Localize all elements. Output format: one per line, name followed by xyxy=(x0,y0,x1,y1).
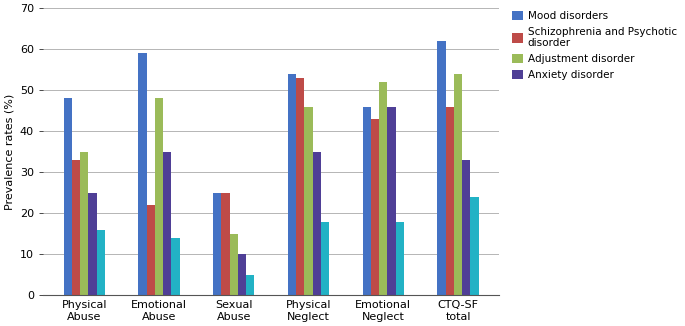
Bar xyxy=(454,74,462,295)
Bar xyxy=(246,275,254,295)
Bar xyxy=(138,53,147,295)
Bar xyxy=(288,74,296,295)
Y-axis label: Prevalence rates (%): Prevalence rates (%) xyxy=(4,94,14,210)
Bar xyxy=(296,78,304,295)
Bar xyxy=(387,107,395,295)
Bar xyxy=(97,230,105,295)
Bar xyxy=(163,152,171,295)
Bar xyxy=(72,160,80,295)
Bar xyxy=(362,107,371,295)
Bar xyxy=(238,254,246,295)
Bar xyxy=(80,152,88,295)
Bar xyxy=(379,82,387,295)
Bar xyxy=(88,193,97,295)
Bar xyxy=(213,193,221,295)
Bar xyxy=(395,222,403,295)
Bar xyxy=(147,205,155,295)
Bar xyxy=(221,193,229,295)
Bar xyxy=(229,234,238,295)
Legend: Mood disorders, Schizophrenia and Psychotic
disorder, Adjustment disorder, Anxie: Mood disorders, Schizophrenia and Psycho… xyxy=(509,7,680,83)
Bar xyxy=(304,107,312,295)
Bar xyxy=(462,160,471,295)
Bar xyxy=(471,197,479,295)
Bar xyxy=(371,119,379,295)
Bar xyxy=(155,98,163,295)
Bar xyxy=(321,222,329,295)
Bar xyxy=(64,98,72,295)
Bar xyxy=(312,152,321,295)
Bar xyxy=(438,41,446,295)
Bar xyxy=(171,238,179,295)
Bar xyxy=(446,107,454,295)
